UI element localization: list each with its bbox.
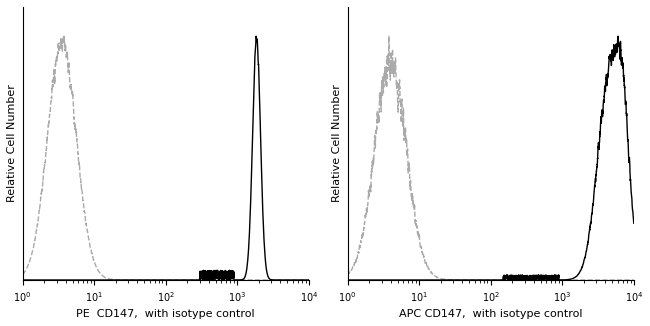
X-axis label: PE  CD147,  with isotype control: PE CD147, with isotype control [76, 309, 255, 319]
Y-axis label: Relative Cell Number: Relative Cell Number [332, 84, 342, 202]
X-axis label: APC CD147,  with isotype control: APC CD147, with isotype control [399, 309, 582, 319]
Y-axis label: Relative Cell Number: Relative Cell Number [7, 84, 17, 202]
